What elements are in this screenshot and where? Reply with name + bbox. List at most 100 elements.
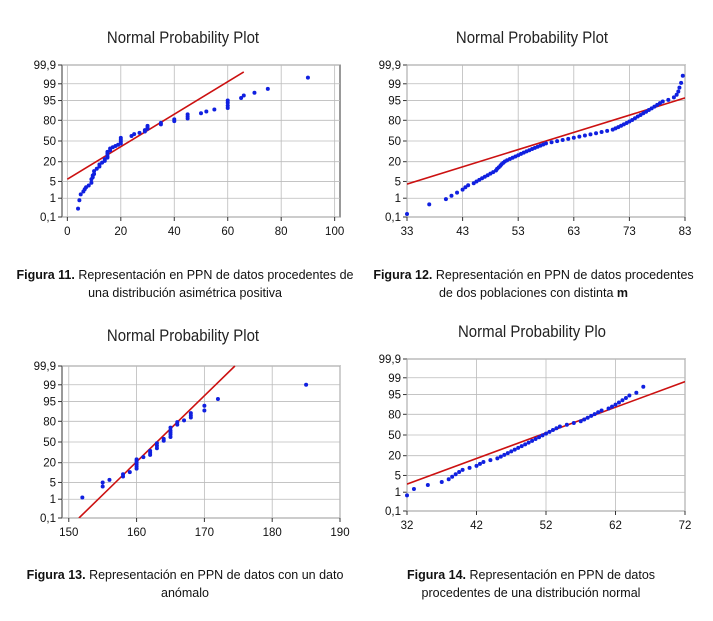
- data-point: [564, 422, 569, 427]
- data-point: [519, 444, 524, 449]
- data-point: [449, 193, 454, 198]
- data-point: [680, 73, 685, 78]
- data-point: [596, 410, 601, 415]
- data-point: [252, 90, 257, 95]
- x-tick-label: 63: [567, 226, 580, 238]
- y-tick-label: 5: [395, 470, 401, 482]
- data-point: [265, 86, 270, 91]
- chart-title: Normal Probability Plot: [106, 326, 260, 345]
- data-point: [557, 424, 562, 429]
- data-point: [660, 99, 665, 104]
- y-tick-label: 95: [388, 96, 401, 108]
- data-point: [134, 457, 139, 462]
- data-point: [304, 382, 309, 387]
- y-tick-label: 1: [50, 193, 56, 205]
- data-point: [168, 425, 173, 430]
- y-tick-label: 99,9: [379, 354, 401, 366]
- data-point: [582, 417, 587, 422]
- x-tick-label: 160: [127, 527, 146, 539]
- y-tick-label: 99,9: [379, 60, 401, 72]
- x-tick-label: 62: [609, 520, 622, 532]
- data-point: [145, 123, 150, 128]
- x-tick-label: 190: [330, 527, 349, 539]
- data-point: [107, 477, 112, 482]
- data-point: [225, 98, 230, 103]
- y-tick-label: 0,1: [385, 212, 401, 224]
- chart-panel-figura-13: Normal Probability Plot 0,1 1 5 20 50 80 95 99 9…: [18, 326, 350, 606]
- data-point: [455, 190, 460, 195]
- data-point: [571, 135, 576, 140]
- data-point: [154, 441, 159, 446]
- y-tick-label: 80: [388, 409, 401, 421]
- x-tick-label: 42: [470, 520, 483, 532]
- data-point: [405, 493, 409, 498]
- data-point: [498, 454, 503, 459]
- data-point: [446, 477, 451, 482]
- x-tick-label: 53: [512, 226, 525, 238]
- data-point: [199, 111, 203, 116]
- chart-plot: 0,1 1 5 20 50 80 95 99 99,9 33 43 53 63 73 83: [379, 60, 692, 238]
- y-tick-label: 99: [43, 380, 56, 392]
- data-point: [305, 75, 310, 80]
- data-point: [578, 419, 583, 424]
- y-tick-label: 99: [43, 79, 56, 91]
- data-point: [168, 428, 173, 433]
- x-tick-label: 0: [64, 226, 70, 238]
- data-point: [582, 133, 587, 138]
- data-point: [450, 474, 455, 479]
- data-point: [439, 479, 444, 484]
- chart-plot: 0,1 1 5 20 50 80 95 99 99,9 32 42 52 62 72: [379, 354, 692, 532]
- y-tick-label: 50: [388, 430, 401, 442]
- data-point: [585, 415, 590, 420]
- data-point: [610, 404, 615, 409]
- data-point: [132, 132, 137, 137]
- data-point: [537, 435, 542, 440]
- y-tick-label: 0,1: [40, 513, 56, 525]
- data-point: [549, 140, 554, 145]
- data-point: [239, 95, 244, 100]
- chart-title: Normal Probability Plot: [455, 28, 609, 47]
- data-point: [100, 484, 105, 489]
- y-tick-label: 20: [43, 458, 56, 470]
- data-point: [161, 436, 166, 441]
- chart-caption: Figura 12. Representación en PPN de dato…: [366, 266, 701, 302]
- y-tick-label: 95: [43, 397, 56, 409]
- y-tick-label: 50: [43, 136, 56, 148]
- data-point: [460, 467, 465, 472]
- data-point: [512, 447, 517, 452]
- data-point: [671, 95, 676, 100]
- data-point: [182, 418, 187, 423]
- data-point: [526, 440, 531, 445]
- data-point: [599, 408, 604, 413]
- y-tick-label: 1: [395, 487, 401, 499]
- data-point: [605, 128, 610, 133]
- data-point: [425, 483, 430, 488]
- data-point: [474, 463, 479, 468]
- y-tick-label: 1: [50, 494, 56, 506]
- data-point: [620, 398, 625, 403]
- y-tick-label: 99: [388, 373, 401, 385]
- x-tick-label: 33: [401, 226, 414, 238]
- data-point: [627, 393, 632, 398]
- y-tick-label: 50: [388, 136, 401, 148]
- reference-line: [66, 71, 245, 180]
- data-point: [481, 460, 486, 465]
- caption-label: Figura 14.: [406, 568, 467, 582]
- data-point: [505, 451, 510, 456]
- data-point: [121, 472, 126, 477]
- data-point: [566, 136, 571, 141]
- y-tick-label: 95: [43, 96, 56, 108]
- data-point: [477, 461, 482, 466]
- data-point: [241, 93, 246, 98]
- y-tick-label: 5: [395, 176, 401, 188]
- data-point: [502, 452, 507, 457]
- caption-text: Representación en PPN de datos procedent…: [421, 568, 656, 600]
- data-point: [158, 120, 163, 125]
- data-point: [141, 455, 146, 460]
- data-point: [457, 470, 462, 475]
- data-point: [554, 426, 559, 431]
- data-point: [530, 438, 535, 443]
- data-point: [92, 171, 97, 176]
- data-point: [550, 428, 555, 433]
- data-point: [606, 406, 611, 411]
